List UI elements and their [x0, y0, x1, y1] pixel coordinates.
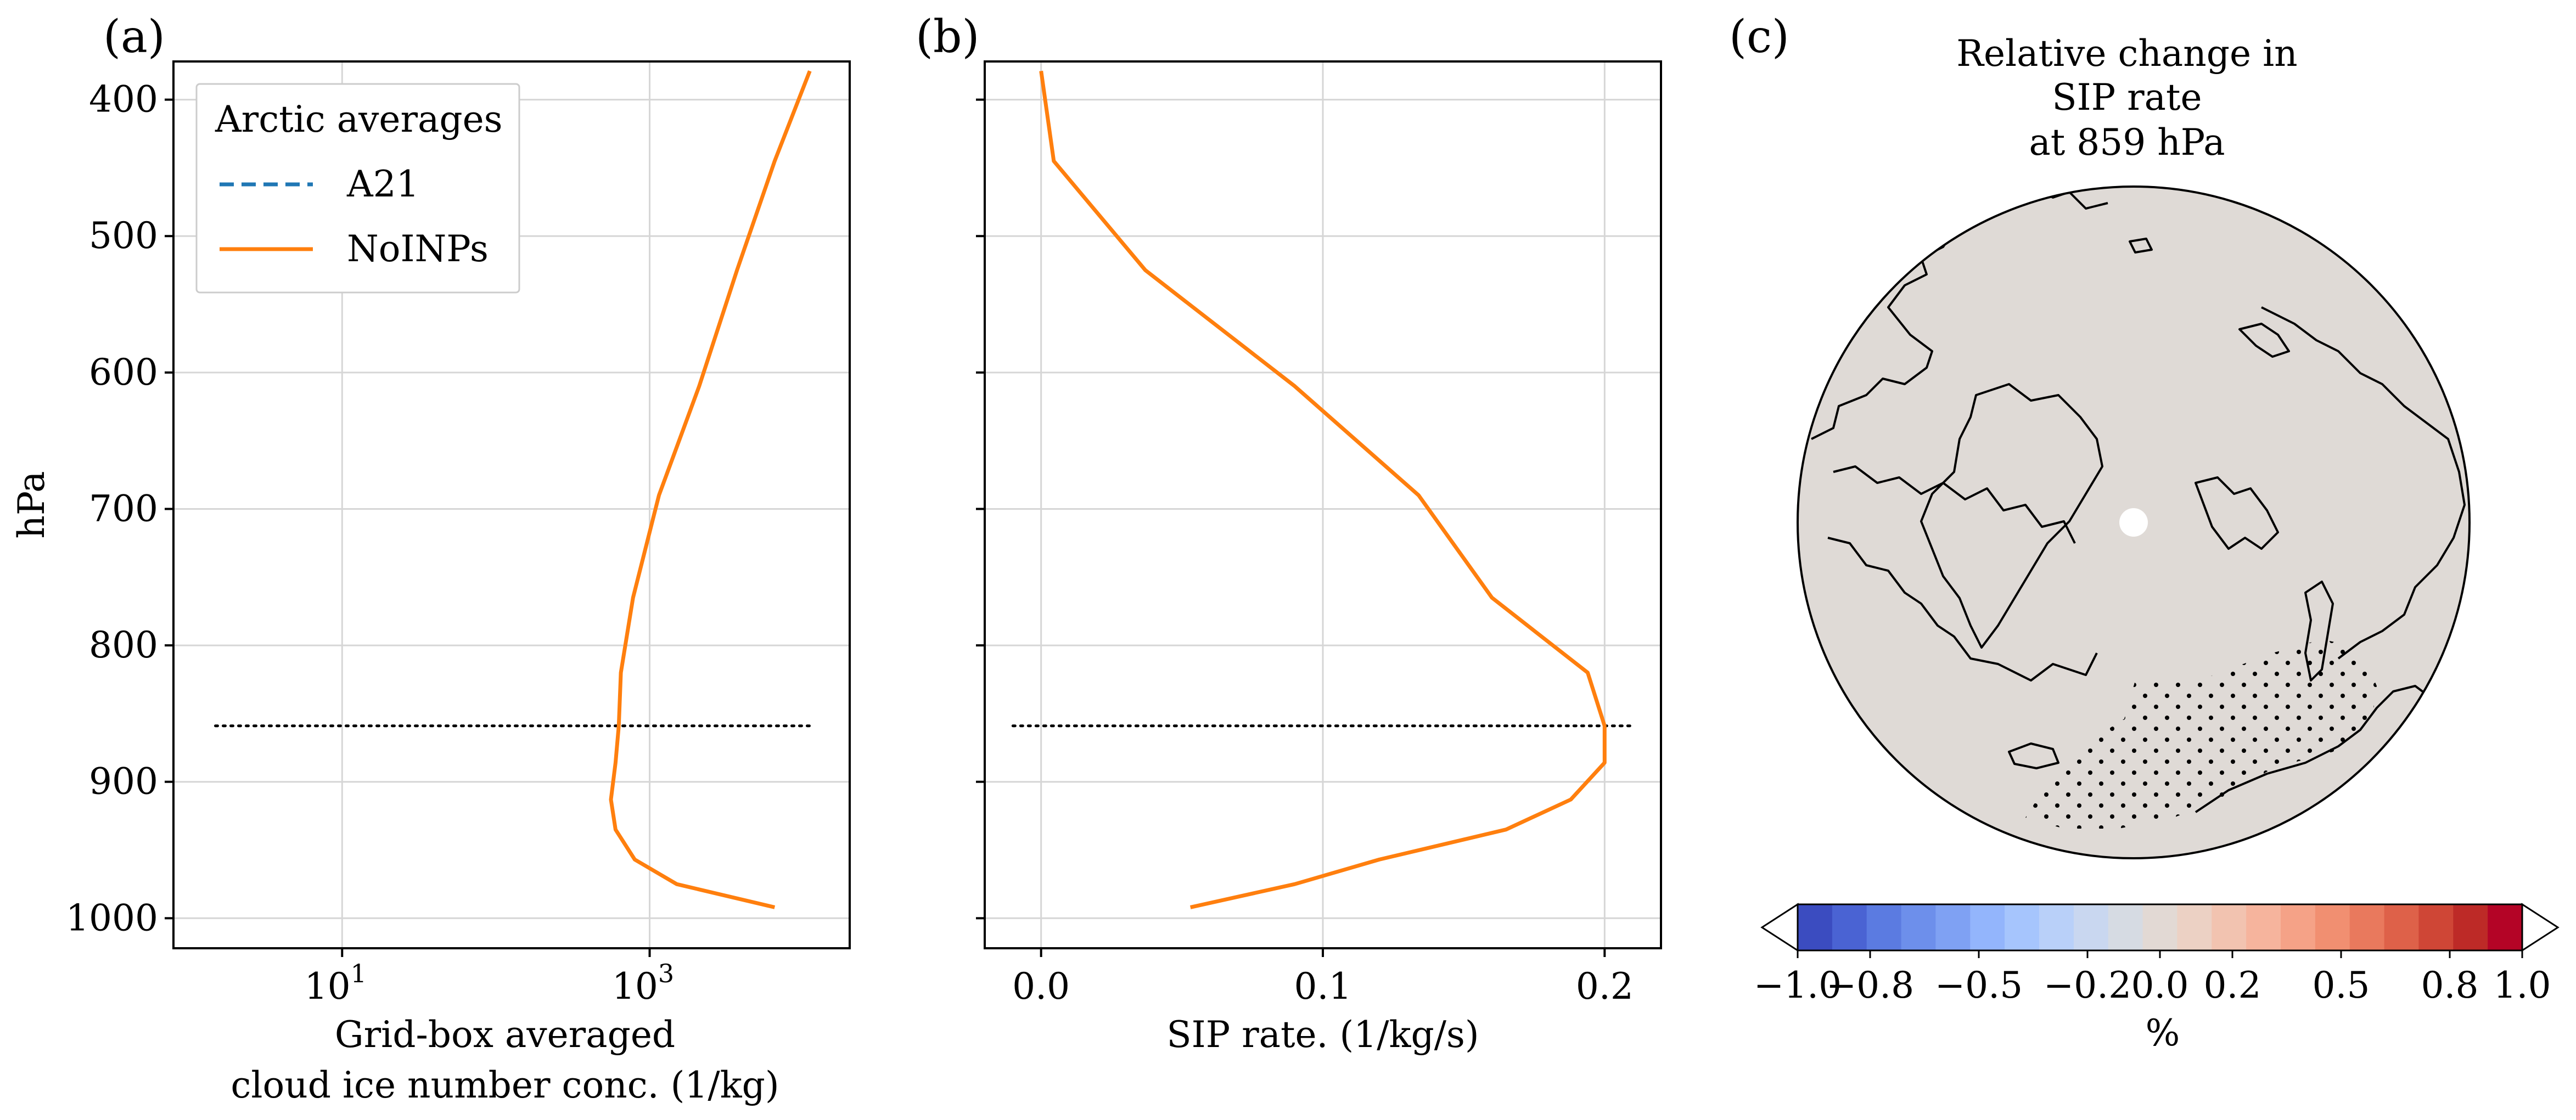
panel-c: (c) Relative change in SIP rate at 859 h…	[1729, 11, 2560, 1054]
colorbar-tick-label: 1.0	[2494, 964, 2551, 1006]
colorbar-segment	[1832, 904, 1867, 950]
panel-a-ytick-label: 1000	[66, 897, 158, 939]
colorbar-tick-label: −0.5	[1935, 964, 2023, 1006]
map-title-line3: at 859 hPa	[2029, 121, 2225, 164]
colorbar-segment	[2108, 904, 2143, 950]
map-title-line2: SIP rate	[2052, 76, 2202, 119]
coastline-svalbard	[2195, 476, 2279, 550]
legend-title: Arctic averages	[215, 98, 503, 140]
colorbar-segment	[2246, 904, 2281, 950]
colorbar	[1760, 903, 2560, 952]
colorbar-segment	[2142, 904, 2178, 950]
panel-a-xtick-label: 103	[612, 959, 674, 1008]
panel-a-ytick-label: 400	[89, 78, 158, 121]
colorbar-extend-max	[2521, 903, 2560, 952]
legend-noinps-label: NoINPs	[347, 228, 489, 270]
coastline-scandinavia	[2195, 685, 2438, 813]
panel-b-xlabel: SIP rate. (1/kg/s)	[1166, 1014, 1479, 1056]
panel-a-xlabel-line1: Grid-box averaged	[335, 1014, 675, 1056]
pole-marker	[2119, 508, 2148, 537]
colorbar-tick-label: 0.8	[2421, 964, 2479, 1006]
colorbar-tick-label: −1.0	[1754, 964, 1842, 1006]
panel-b: (b) 0.0 0.1 0.2 SIP rate. (1/kg/s)	[916, 11, 1662, 1056]
panel-a-xlabel-line2: cloud ice number conc. (1/kg)	[231, 1064, 779, 1106]
colorbar-segment	[2073, 904, 2109, 950]
colorbar-tick-label: −0.2	[2044, 964, 2131, 1006]
coastline-iceland	[2008, 742, 2059, 769]
colorbar-segment	[2384, 904, 2420, 950]
colorbar-segment	[2418, 904, 2454, 950]
panel-a-label: (a)	[103, 11, 165, 63]
colorbar-tick-label: −0.8	[1826, 964, 1914, 1006]
colorbar-segment	[2005, 904, 2040, 950]
panel-a-ytick-label: 600	[89, 351, 158, 393]
colorbar-segment	[2453, 904, 2488, 950]
panel-b-xtick-label: 0.2	[1576, 965, 1634, 1008]
map-outline	[1797, 185, 2471, 859]
panel-a-frame	[172, 60, 851, 949]
map-title-line1: Relative change in	[1956, 32, 2297, 75]
panel-a-xtick-base: 10	[612, 965, 658, 1008]
colorbar-segment	[2349, 904, 2385, 950]
panel-b-grid	[985, 61, 1661, 948]
panel-a-xtick-exp: 1	[351, 959, 367, 988]
colorbar-segment	[2177, 904, 2213, 950]
panel-b-series-line	[1039, 70, 1607, 909]
coastline-canada-islands	[1827, 465, 2098, 682]
panel-b-ticks: 0.0 0.1 0.2	[976, 98, 1634, 1008]
panel-a-xtick-base: 10	[305, 965, 351, 1008]
panel-a-ytick-label: 900	[89, 761, 158, 803]
colorbar-tick-label: 0.0	[2131, 964, 2189, 1006]
panel-a-ylabel: hPa	[10, 471, 53, 538]
legend: Arctic averages A21 NoINPs	[195, 83, 520, 294]
panel-b-label: (b)	[916, 11, 979, 63]
colorbar-extend-min	[1760, 903, 1799, 952]
colorbar-segment	[2212, 904, 2247, 950]
colorbar-segment	[2281, 904, 2316, 950]
coastline-novaya-zemlya	[2304, 581, 2334, 682]
panel-a-ytick-label: 800	[89, 624, 158, 666]
map-content	[1811, 187, 2466, 829]
colorbar-tick-label: 0.5	[2313, 964, 2370, 1006]
panel-a-ytick-label: 500	[89, 215, 158, 257]
colorbar-ticks: −1.0−0.8 −0.5 −0.2 0.0 0.2 0.5 0.8 1.0	[1754, 950, 2551, 1006]
colorbar-segment	[1901, 904, 1937, 950]
panel-a-series	[214, 70, 815, 909]
panel-a-xtick-exp: 3	[658, 959, 674, 988]
colorbar-segment	[1866, 904, 1902, 950]
colorbar-segment	[2039, 904, 2074, 950]
panel-b-xtick-label: 0.1	[1294, 965, 1352, 1008]
colorbar-segment	[2488, 904, 2523, 950]
colorbar-tick-label: 0.2	[2204, 964, 2261, 1006]
legend-box	[195, 83, 520, 294]
coastline-greenland	[1920, 383, 2103, 649]
panel-c-label: (c)	[1729, 11, 1789, 63]
panel-b-xtick-label: 0.0	[1012, 965, 1070, 1008]
panel-a-series-line	[609, 70, 812, 909]
panel-a-xtick-label: 101	[305, 959, 367, 1008]
colorbar-label: %	[2146, 1012, 2180, 1054]
panel-a-ytick-label: 700	[89, 487, 158, 530]
coastline-island-ne	[2129, 238, 2290, 358]
colorbar-segment	[1798, 904, 1833, 950]
stipple-region	[2025, 639, 2377, 829]
legend-a21-label: A21	[346, 163, 419, 205]
colorbar-segment	[1970, 904, 2005, 950]
colorbar-segment	[1935, 904, 1971, 950]
panel-b-series	[1011, 70, 1635, 909]
colorbar-segment	[2315, 904, 2350, 950]
